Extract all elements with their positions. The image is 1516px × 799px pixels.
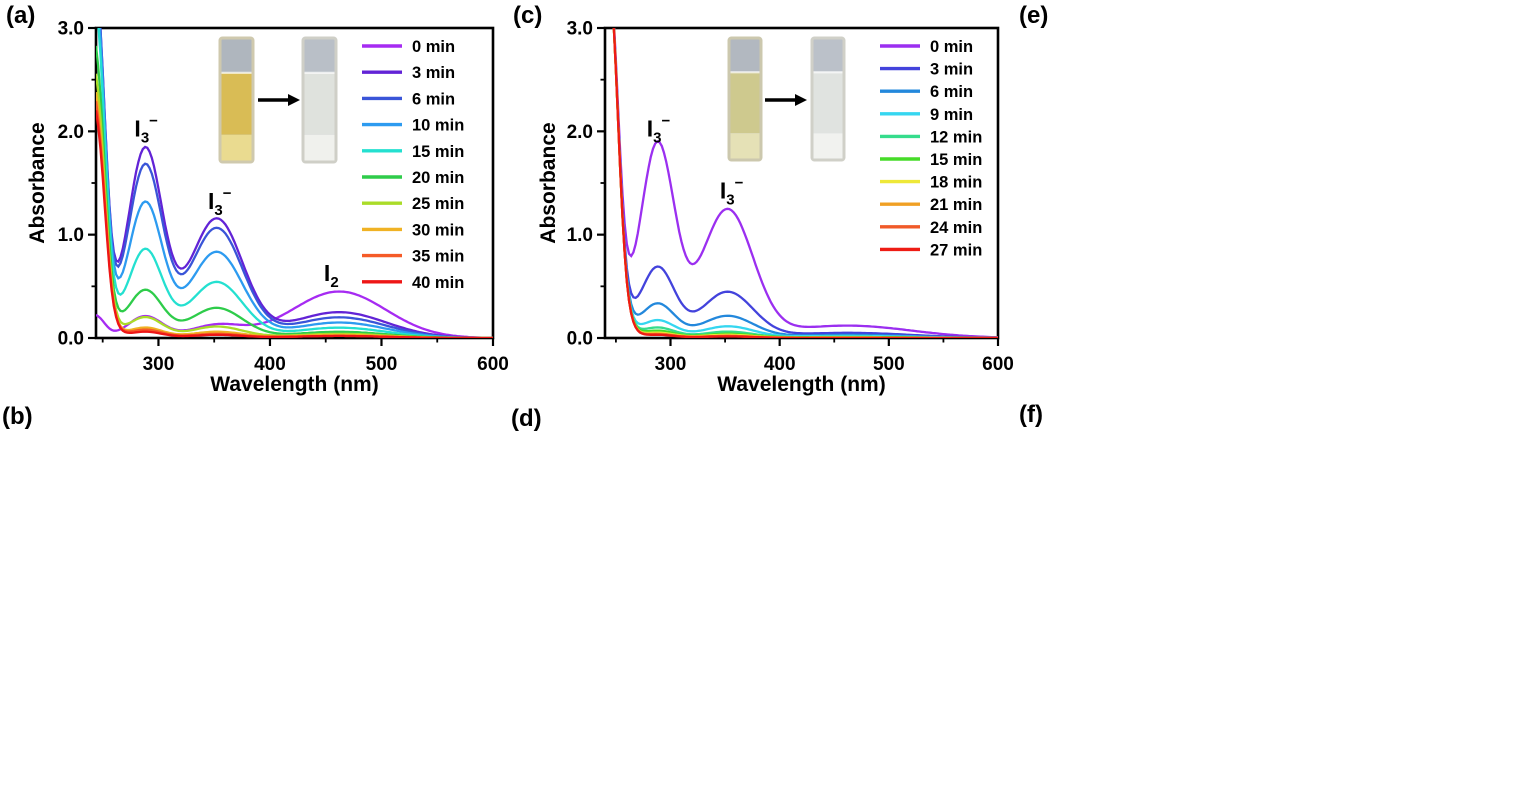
svg-text:20 min: 20 min <box>412 169 464 187</box>
svg-text:2.0: 2.0 <box>567 122 593 143</box>
a-spectra <box>96 28 493 338</box>
axis-box <box>94 26 495 340</box>
svg-text:1.0: 1.0 <box>58 225 84 246</box>
svg-text:500: 500 <box>873 354 905 375</box>
panel-d-chart <box>505 395 1005 799</box>
c-axes: 300 400 500 600 0.0 1.0 2.0 3.0 Wavelength (nm) A… <box>537 19 1014 397</box>
svg-text:0 min: 0 min <box>412 38 455 56</box>
svg-text:3 min: 3 min <box>412 64 455 82</box>
panel-b-label: (b) <box>2 403 33 430</box>
svg-text:15 min: 15 min <box>930 151 982 169</box>
svg-text:500: 500 <box>366 354 398 375</box>
panel-c: (c) 300 400 500 600 0.0 1.0 2.0 3.0 Wavelength (… <box>505 0 1014 397</box>
peak-annotation: I3− <box>720 175 744 209</box>
y-axis-label: Absorbance <box>26 122 49 243</box>
svg-text:2.0: 2.0 <box>58 122 84 143</box>
svg-text:24 min: 24 min <box>930 219 982 237</box>
arrow-icon <box>765 94 807 106</box>
svg-text:35 min: 35 min <box>412 248 464 266</box>
svg-text:25 min: 25 min <box>412 195 464 213</box>
svg-text:1.0: 1.0 <box>567 225 593 246</box>
panel-b: (b) <box>0 395 505 799</box>
svg-text:300: 300 <box>143 354 175 375</box>
series-40 min <box>96 110 493 338</box>
panel-f-chart <box>1005 395 1516 799</box>
cuvette-before <box>727 36 763 162</box>
svg-text:3.0: 3.0 <box>567 19 593 40</box>
svg-text:0.0: 0.0 <box>58 329 84 350</box>
svg-text:0 min: 0 min <box>930 38 973 56</box>
x-axis-label: Wavelength (nm) <box>210 373 378 396</box>
series-27 min <box>612 28 998 338</box>
peak-annotation: I2 <box>324 260 339 291</box>
svg-text:300: 300 <box>655 354 687 375</box>
cuvette-after <box>810 36 846 162</box>
svg-text:6 min: 6 min <box>412 90 455 108</box>
panel-a-chart: 300 400 500 600 0.0 1.0 2.0 3.0 Wavelength (nm) A… <box>26 19 509 397</box>
svg-text:400: 400 <box>254 354 286 375</box>
panel-e-chart <box>1005 0 1516 395</box>
svg-text:40 min: 40 min <box>412 274 464 292</box>
svg-text:10 min: 10 min <box>412 117 464 135</box>
panel-c-chart: 300 400 500 600 0.0 1.0 2.0 3.0 Wavelength (nm) A… <box>537 19 1014 397</box>
peak-annotation: I3− <box>647 113 671 147</box>
svg-text:18 min: 18 min <box>930 174 982 192</box>
svg-text:600: 600 <box>982 354 1014 375</box>
x-axis-label: Wavelength (nm) <box>717 373 885 396</box>
arrow-icon <box>258 94 300 106</box>
svg-text:30 min: 30 min <box>412 221 464 239</box>
peak-annotation: I3− <box>134 113 158 147</box>
a-axes: 300 400 500 600 0.0 1.0 2.0 3.0 Wavelength (nm) A… <box>26 19 509 397</box>
c-spectra <box>612 28 998 338</box>
svg-text:6 min: 6 min <box>930 83 973 101</box>
panel-d-label: (d) <box>511 405 542 432</box>
svg-text:9 min: 9 min <box>930 106 973 124</box>
cuvette-before <box>218 36 255 164</box>
peak-annotation: I3− <box>208 185 232 219</box>
panel-f: (f) <box>1005 395 1516 799</box>
panel-e-label: (e) <box>1019 2 1049 29</box>
panel-b-chart <box>0 395 505 799</box>
series-0 min <box>613 28 998 338</box>
panel-f-label: (f) <box>1019 401 1043 428</box>
panel-e: (e) <box>1005 0 1516 395</box>
svg-text:400: 400 <box>764 354 796 375</box>
svg-text:15 min: 15 min <box>412 143 464 161</box>
svg-text:600: 600 <box>477 354 509 375</box>
panel-a-label: (a) <box>6 2 36 29</box>
svg-text:0.0: 0.0 <box>567 329 593 350</box>
svg-text:3 min: 3 min <box>930 61 973 79</box>
c-legend: 0 min 3 min 6 min 9 min 12 min 15 min 18 min 21… <box>880 38 982 259</box>
svg-text:21 min: 21 min <box>930 196 982 214</box>
svg-text:3.0: 3.0 <box>58 19 84 40</box>
panel-c-label: (c) <box>513 2 543 29</box>
panel-a: (a) 300 400 500 600 0.0 1.0 2.0 3.0 Wavelength (… <box>0 0 509 397</box>
svg-text:27 min: 27 min <box>930 241 982 259</box>
cuvette-after <box>301 36 338 164</box>
panel-d: (d) <box>505 395 1005 799</box>
a-legend: 0 min 3 min 6 min 10 min 15 min 20 min 25 min 3… <box>362 38 464 292</box>
y-axis-label: Absorbance <box>537 122 560 243</box>
svg-text:12 min: 12 min <box>930 128 982 146</box>
